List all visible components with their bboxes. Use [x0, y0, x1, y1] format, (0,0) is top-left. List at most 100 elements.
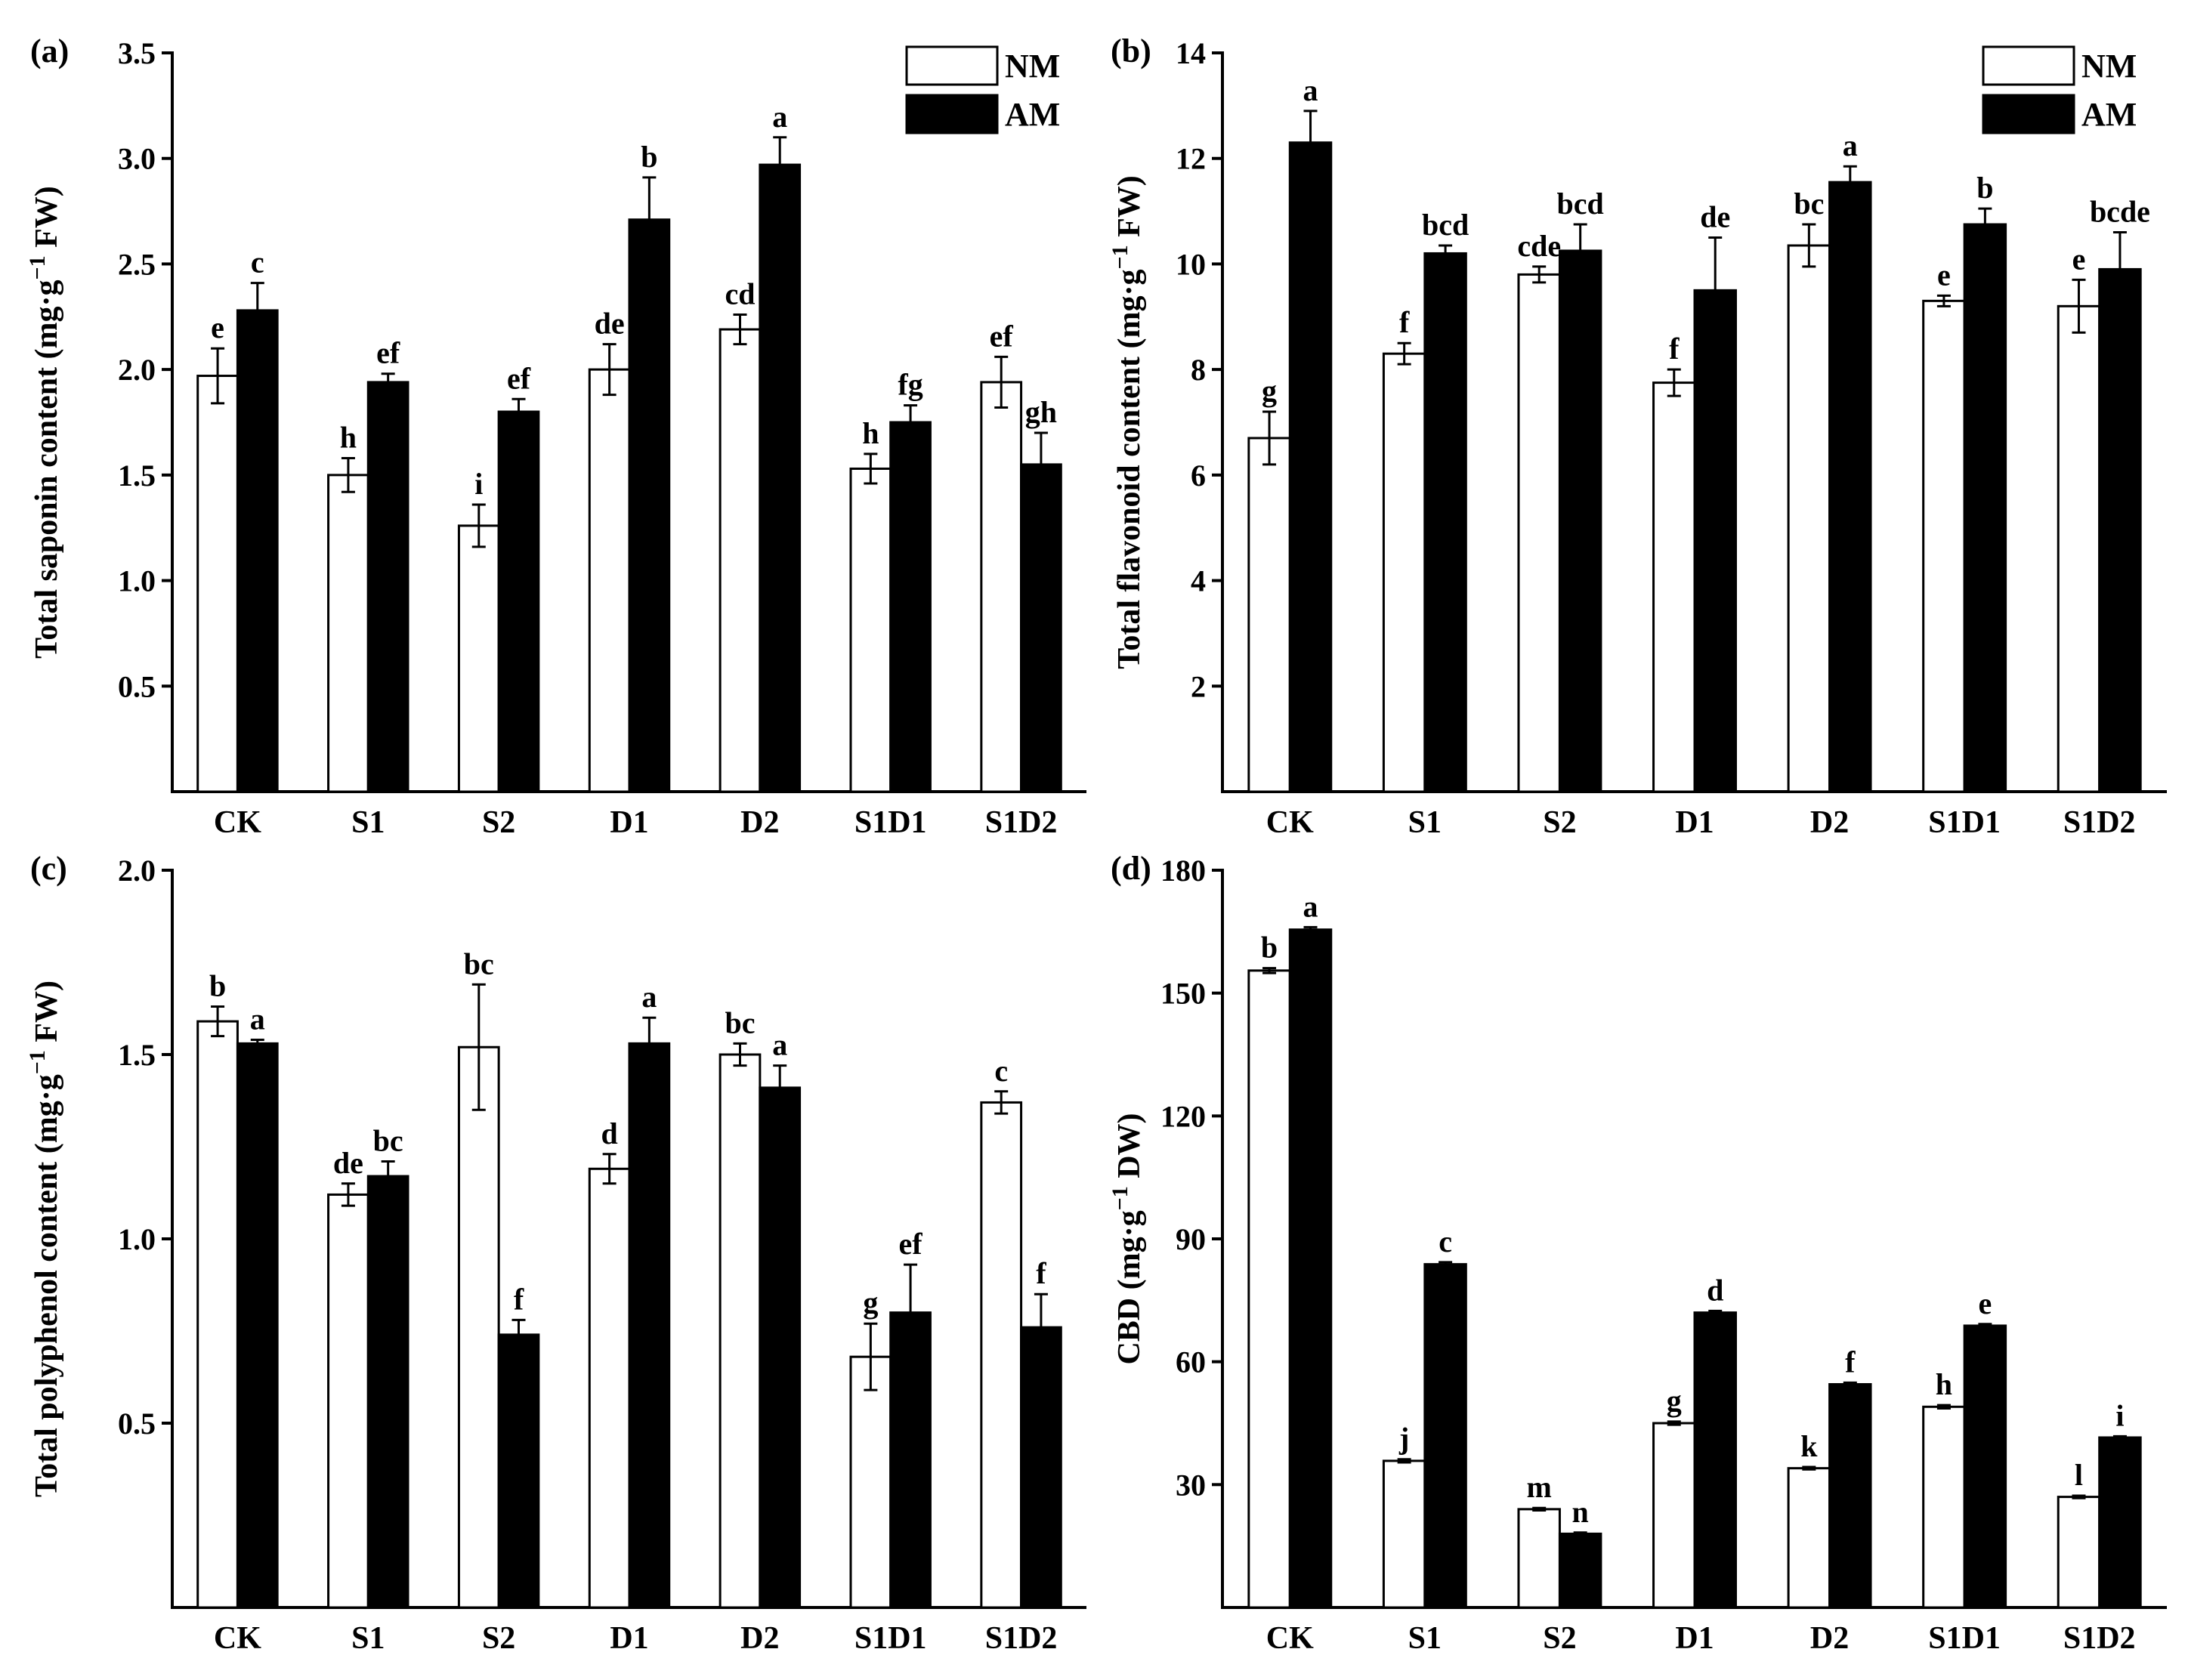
significance-letter: cd: [725, 276, 755, 310]
panel-label: (a): [30, 32, 69, 69]
significance-letter: m: [1527, 1470, 1552, 1504]
bar-nm: [457, 524, 500, 793]
y-tick-label: 1.0: [118, 564, 156, 598]
y-tick-label: 8: [1191, 353, 1206, 387]
panel-label: (d): [1111, 850, 1151, 887]
bar-am: [1963, 1324, 2007, 1609]
significance-letter: h: [1936, 1367, 1952, 1401]
significance-letter: j: [1398, 1422, 1409, 1456]
bar-am: [759, 1086, 802, 1609]
x-tick-label: CK: [214, 805, 261, 840]
x-tick-label: S2: [482, 805, 515, 840]
significance-letter: ef: [899, 1227, 923, 1261]
bar-nm: [2057, 1496, 2101, 1609]
panel-c: 0.5 1.0 1.5 2.0 (c) Total polyphenol content …: [25, 850, 1086, 1656]
panel-label: (c): [30, 850, 67, 887]
significance-letter: de: [1700, 200, 1730, 234]
significance-letter: b: [209, 969, 226, 1003]
bar-nm: [1247, 437, 1291, 793]
x-tick-label: D1: [610, 805, 648, 840]
x-tick-label: D2: [740, 805, 779, 840]
x-tick-label: S2: [1543, 1621, 1576, 1656]
significance-letter: b: [641, 140, 657, 174]
y-tick-label: 1.5: [118, 1038, 156, 1072]
bar-nm: [719, 1053, 762, 1609]
significance-letter: a: [1303, 73, 1318, 107]
significance-letter: d: [601, 1116, 618, 1150]
bar-am: [628, 218, 671, 793]
significance-letter: fg: [898, 368, 922, 402]
significance-letter: i: [2115, 1398, 2124, 1432]
significance-letter: f: [1669, 332, 1680, 366]
bar-nm: [1652, 381, 1696, 793]
significance-letter: de: [595, 307, 625, 341]
bar-am: [497, 1333, 540, 1609]
x-tick-label: S1: [1408, 805, 1442, 840]
significance-letter: g: [1667, 1384, 1682, 1418]
significance-letter: cde: [1517, 229, 1561, 263]
bar-am: [1020, 463, 1062, 793]
y-tick-label: 2.5: [118, 247, 156, 281]
bar-nm: [196, 375, 239, 793]
x-tick-label: S1D1: [1928, 805, 2001, 840]
legend: NM AM: [1982, 45, 2137, 134]
x-tick-label: D1: [610, 1621, 648, 1656]
legend-swatch-am: [1982, 94, 2075, 134]
bar-am: [1963, 223, 2007, 793]
legend-swatch-nm: [905, 45, 999, 86]
y-tick-label: 30: [1176, 1468, 1206, 1502]
significance-letter: ef: [376, 336, 400, 370]
y-axis-label: Total saponin content (mg·g−1 FW): [25, 186, 64, 659]
x-tick-label: S1D2: [985, 805, 1058, 840]
significance-letter: a: [1843, 128, 1858, 162]
x-tick-label: D1: [1675, 805, 1714, 840]
bar-nm: [2057, 304, 2101, 793]
panel-label: (b): [1111, 32, 1151, 69]
significance-letter: bc: [464, 947, 494, 981]
x-tick-label: CK: [214, 1621, 261, 1656]
significance-letter: bc: [373, 1124, 403, 1158]
bar-nm: [980, 1101, 1023, 1609]
significance-letter: bcd: [1422, 208, 1469, 242]
significance-letter: e: [2072, 242, 2086, 276]
legend: NM AM: [905, 45, 1060, 134]
bar-am: [2098, 1436, 2142, 1609]
significance-letter: a: [772, 100, 787, 134]
bar-nm: [719, 328, 762, 793]
bar-am: [1693, 1311, 1737, 1609]
bar-am: [497, 410, 540, 793]
bar-am: [1288, 928, 1333, 1609]
legend-swatch-nm: [1982, 45, 2075, 86]
bar-nm: [849, 1355, 892, 1609]
significance-letter: e: [1937, 258, 1951, 292]
significance-letter: e: [1978, 1286, 1992, 1320]
significance-letter: e: [211, 310, 224, 344]
significance-letter: l: [2075, 1458, 2083, 1492]
y-tick-label: 90: [1176, 1222, 1206, 1256]
significance-letter: c: [994, 1054, 1008, 1088]
y-tick-label: 14: [1176, 36, 1206, 70]
y-tick-label: 2.0: [118, 854, 156, 888]
significance-letter: a: [1303, 889, 1318, 923]
bar-nm: [327, 474, 369, 793]
bar-nm: [1382, 352, 1426, 793]
x-tick-label: S1D1: [854, 805, 927, 840]
x-tick-label: S1D1: [1928, 1621, 2001, 1656]
x-tick-label: S1D1: [854, 1621, 927, 1656]
bar-am: [1828, 1382, 1872, 1609]
significance-letter: bc: [725, 1005, 755, 1039]
bar-nm: [457, 1045, 500, 1609]
bar-am: [236, 309, 279, 793]
x-tick-label: S2: [1543, 805, 1576, 840]
bar-am: [1693, 289, 1737, 793]
bar-nm: [1247, 969, 1291, 1609]
significance-letter: ef: [990, 319, 1014, 353]
y-tick-label: 6: [1191, 459, 1206, 493]
bar-nm: [196, 1020, 239, 1609]
x-tick-label: D2: [740, 1621, 779, 1656]
significance-letter: de: [333, 1146, 363, 1180]
x-tick-label: S1: [351, 1621, 385, 1656]
x-tick-label: S1: [351, 805, 385, 840]
significance-letter: bcd: [1557, 187, 1604, 221]
